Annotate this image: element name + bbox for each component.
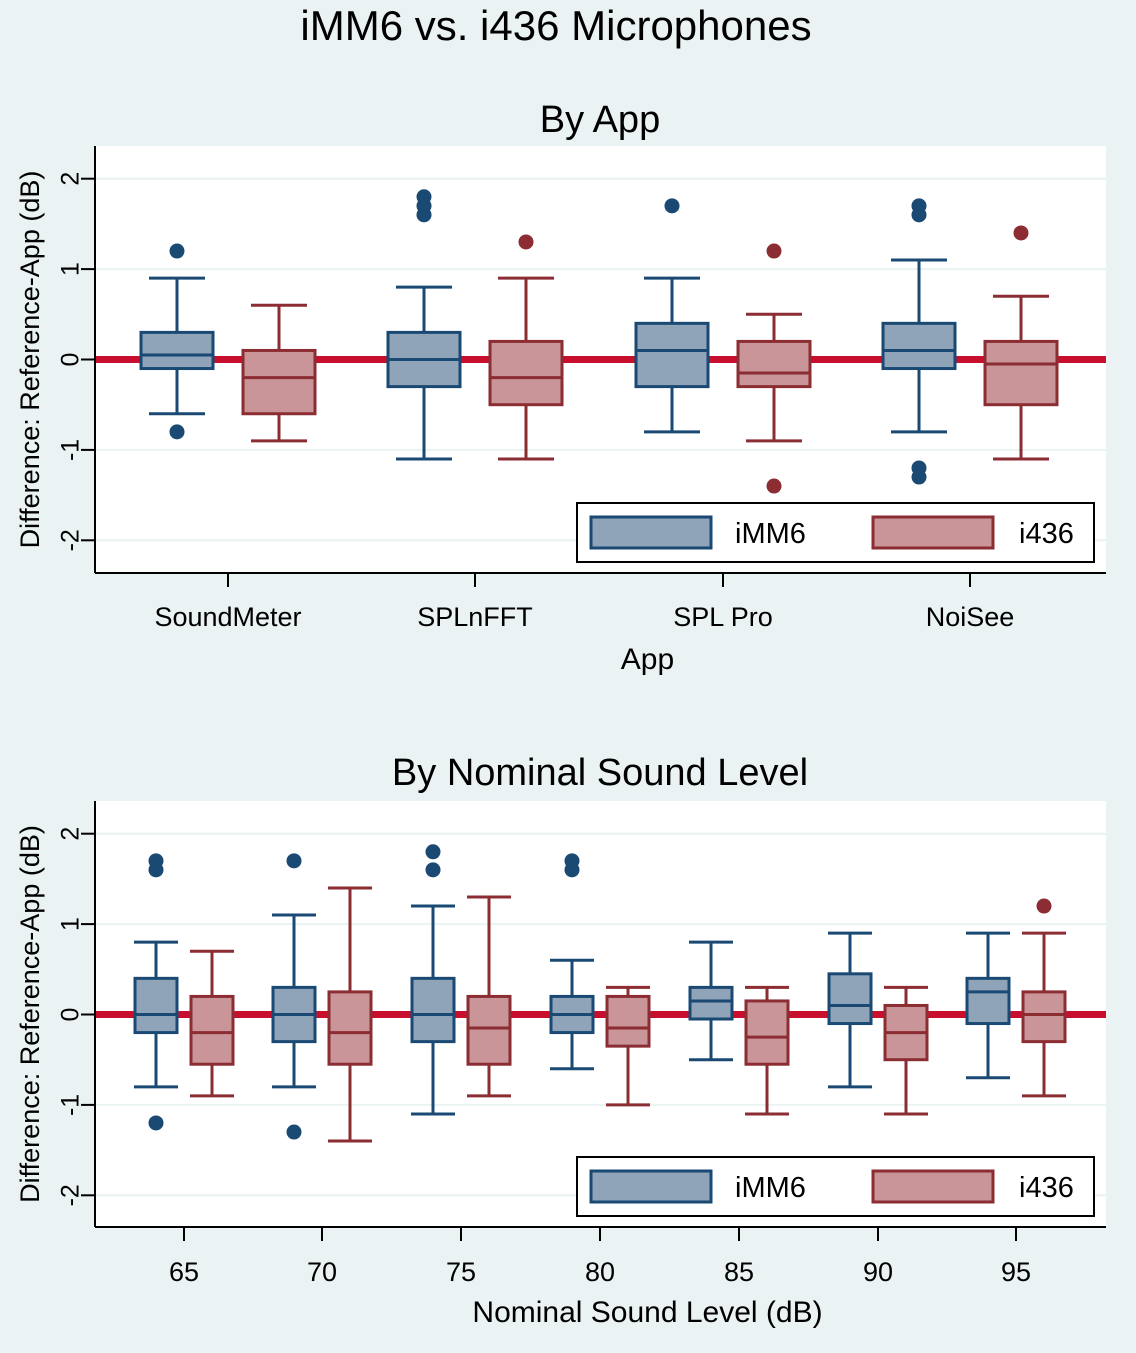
x-tick-label: SPL Pro	[673, 602, 773, 632]
outlier-point	[664, 198, 680, 214]
legend-label-iMM6: iMM6	[735, 518, 806, 550]
box-iMM6-SPLnFFT	[386, 189, 462, 461]
x-tick-label: 65	[169, 1257, 199, 1287]
box-i436-70	[327, 886, 373, 1143]
y-tick-label: -2	[57, 1184, 85, 1206]
box-i436-SPLnFFT	[488, 234, 564, 461]
x-tick-label: SoundMeter	[154, 602, 301, 632]
box-iqr	[139, 330, 215, 371]
outlier-point	[766, 478, 782, 494]
y-tick-label: -1	[57, 1094, 85, 1116]
box-iqr	[827, 972, 873, 1026]
box-iqr	[983, 339, 1059, 407]
outlier-point	[148, 862, 164, 878]
outlier-point	[425, 844, 441, 860]
box-iMM6-85	[688, 940, 734, 1062]
y-tick-label: 0	[57, 353, 85, 367]
outlier-point	[911, 207, 927, 223]
box-iqr	[965, 976, 1011, 1026]
outlier-point	[169, 243, 185, 259]
box-iqr	[688, 985, 734, 1021]
box-iqr	[881, 321, 957, 371]
box-iMM6-90	[827, 931, 873, 1089]
outlier-point	[766, 243, 782, 259]
x-tick-label: 95	[1001, 1257, 1031, 1287]
box-i436-90	[883, 985, 929, 1116]
y-tick-label: -2	[57, 529, 85, 551]
y-axis-label: Difference: Reference-App (dB)	[15, 171, 45, 549]
box-iMM6-SPL Pro	[634, 198, 710, 434]
y-tick-label: -1	[57, 439, 85, 461]
panel-title: By App	[540, 99, 660, 141]
legend-key-iMM6	[589, 1169, 713, 1204]
legend: iMM6 i436	[576, 1156, 1095, 1217]
panel-by-nominal-sound-level: By Nominal Sound Level -2 -1 0 1 2 65 70 75 80 85 9…	[15, 752, 1106, 1329]
box-i436-SPL Pro	[736, 243, 812, 494]
box-i436-SoundMeter	[241, 303, 317, 443]
y-tick-label: 2	[57, 172, 85, 186]
box-iqr	[1021, 990, 1067, 1044]
box-iqr	[744, 999, 790, 1066]
outlier-point	[564, 862, 580, 878]
legend-label-iMM6: iMM6	[735, 1172, 806, 1204]
box-iMM6-70	[271, 853, 317, 1140]
box-iqr	[189, 994, 235, 1066]
box-iqr	[241, 348, 317, 416]
legend: iMM6 i436	[576, 502, 1095, 563]
box-i436-80	[605, 985, 651, 1107]
x-axis-label: App	[621, 643, 674, 676]
outlier-point	[911, 469, 927, 485]
box-iMM6-SoundMeter	[139, 243, 215, 440]
outlier-point	[286, 853, 302, 869]
panel-title: By Nominal Sound Level	[392, 752, 808, 794]
legend-key-i436	[871, 1169, 995, 1204]
x-tick-label: NoiSee	[926, 602, 1015, 632]
x-tick-label: 90	[863, 1257, 893, 1287]
x-tick-label: SPLnFFT	[417, 602, 533, 632]
box-iqr	[133, 976, 179, 1035]
box-i436-75	[466, 895, 512, 1098]
y-tick-label: 2	[57, 827, 85, 841]
outlier-point	[286, 1124, 302, 1140]
legend-label-i436: i436	[1019, 518, 1074, 550]
outlier-point	[416, 207, 432, 223]
box-iqr	[466, 994, 512, 1066]
box-iqr	[327, 990, 373, 1066]
outlier-point	[1036, 898, 1052, 914]
legend-key-iMM6	[589, 515, 713, 550]
box-iqr	[634, 321, 710, 389]
figure-title: iMM6 vs. i436 Microphones	[300, 2, 811, 49]
y-axis-label: Difference: Reference-App (dB)	[15, 825, 45, 1203]
legend-key-i436	[871, 515, 995, 550]
box-iMM6-80	[549, 853, 595, 1071]
x-tick-label: 85	[724, 1257, 754, 1287]
box-iMM6-65	[133, 853, 179, 1131]
box-iMM6-75	[410, 844, 456, 1116]
legend-label-i436: i436	[1019, 1172, 1074, 1204]
box-i436-NoiSee	[983, 225, 1059, 461]
outlier-point	[1013, 225, 1029, 241]
box-iqr	[605, 994, 651, 1048]
outlier-point	[148, 1115, 164, 1131]
outlier-point	[169, 424, 185, 440]
panel-by-app: By App -2 -1 0 1 2 SoundMeter SPLnFFT SPL Pro Noi…	[15, 99, 1106, 676]
box-i436-85	[744, 985, 790, 1116]
box-i436-65	[189, 949, 235, 1098]
box-i436-95	[1021, 898, 1067, 1098]
y-tick-label: 1	[57, 262, 85, 276]
x-tick-label: 75	[446, 1257, 476, 1287]
box-iqr	[488, 339, 564, 407]
box-iqr	[410, 976, 456, 1044]
outlier-point	[425, 862, 441, 878]
box-iMM6-95	[965, 931, 1011, 1080]
outlier-point	[518, 234, 534, 250]
box-iqr	[736, 339, 812, 389]
y-tick-label: 1	[57, 917, 85, 931]
y-tick-label: 0	[57, 1008, 85, 1022]
box-iMM6-NoiSee	[881, 198, 957, 485]
x-tick-label: 80	[585, 1257, 615, 1287]
x-axis-label: Nominal Sound Level (dB)	[472, 1296, 822, 1329]
x-tick-label: 70	[307, 1257, 337, 1287]
